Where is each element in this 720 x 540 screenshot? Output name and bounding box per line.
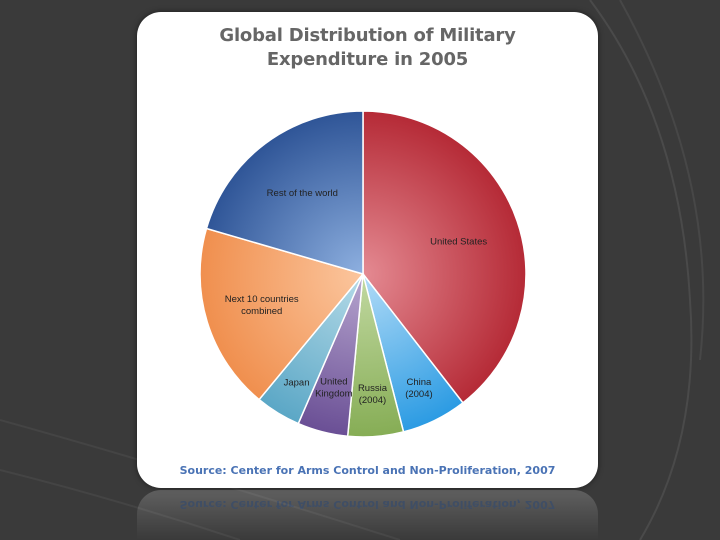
pie-slice	[199, 227, 365, 401]
pie-slice-label: United Kingdom	[315, 377, 353, 400]
pie-slice-label: Next 10 countries combined	[225, 294, 299, 317]
pie-slice	[205, 110, 364, 275]
chart-source: Source: Center for Arms Control and Non-…	[179, 464, 556, 477]
chart-title-line2: Expenditure in 2005	[266, 49, 469, 70]
pie-slice-label: China (2004)	[405, 377, 432, 400]
chart-card: Global Distribution of Military Expendit…	[137, 12, 598, 488]
reflection-gloss	[137, 490, 598, 540]
reflection-source: Source: Center for Arms Control and Non-…	[179, 498, 556, 511]
pie-chart: United States China (2004) Russia (2004)Unit…	[199, 110, 527, 438]
chart-title-line1: Global Distribution of Military	[219, 25, 516, 46]
pie-slice-label: Russia (2004)	[358, 383, 388, 406]
pie-slice-label: Japan	[284, 377, 310, 388]
card-reflection: Source: Center for Arms Control and Non-…	[137, 490, 598, 540]
pie-slice	[362, 110, 527, 404]
pie-slice-label: United States	[430, 236, 487, 247]
chart-title: Global Distribution of Military Expendit…	[137, 24, 598, 72]
pie-slice-label: Rest of the world	[267, 188, 338, 199]
